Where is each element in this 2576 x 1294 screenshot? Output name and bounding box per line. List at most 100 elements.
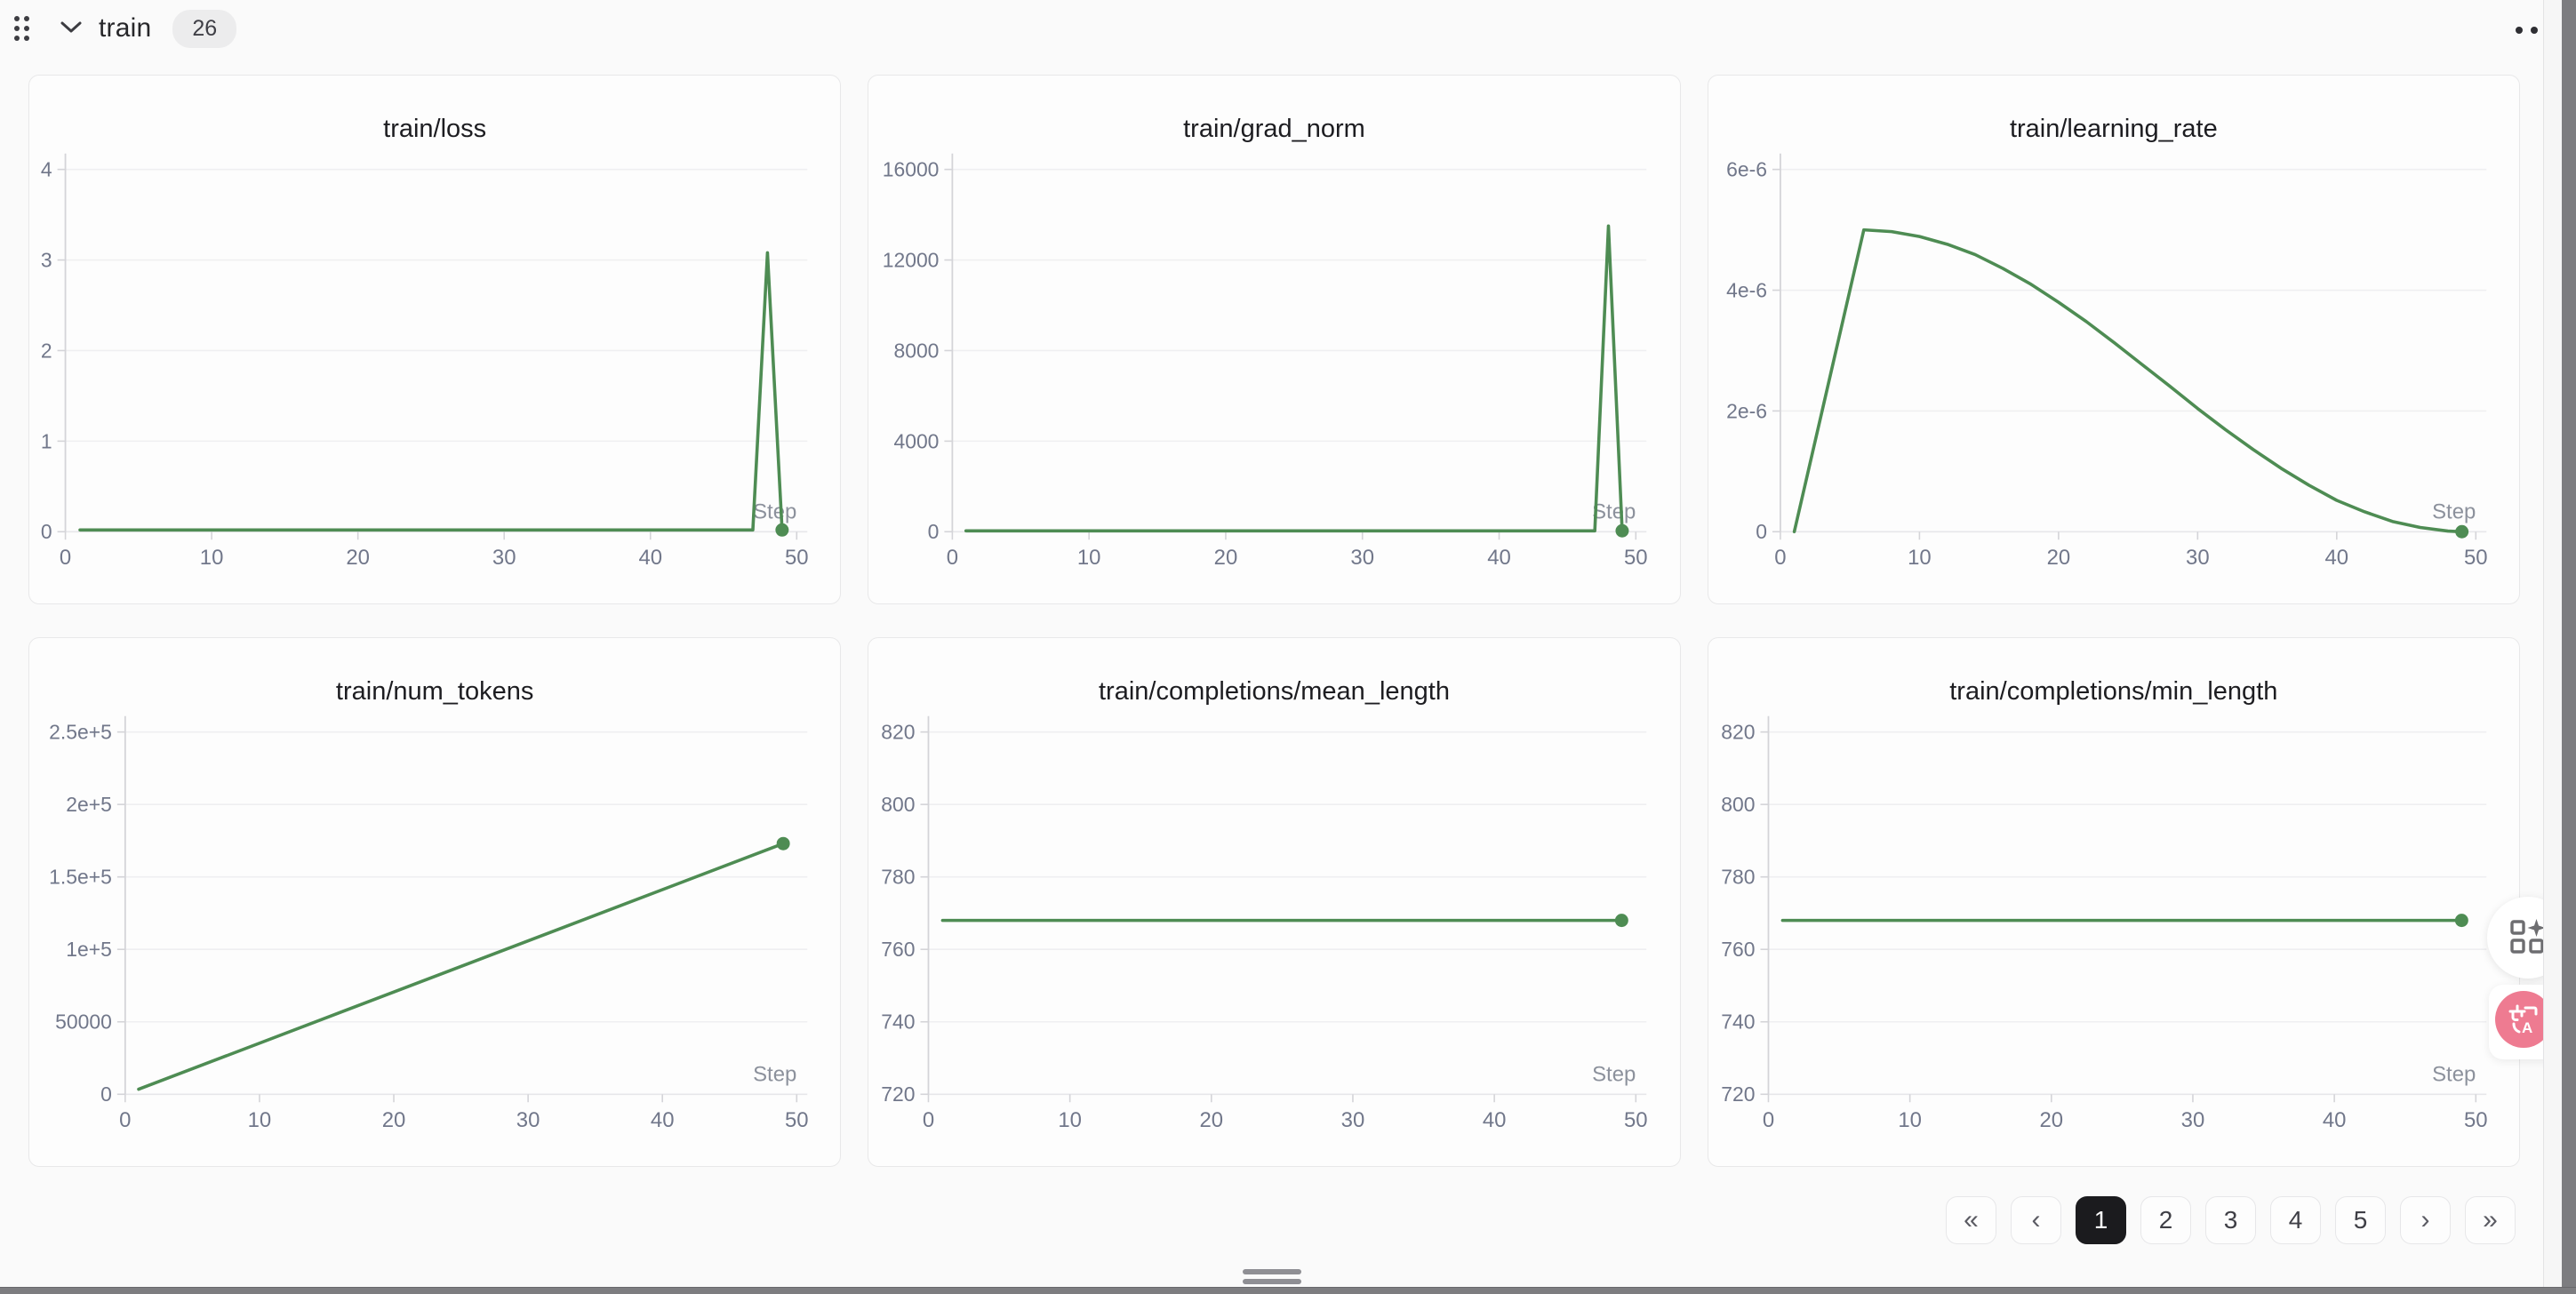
svg-text:6e-6: 6e-6 bbox=[1726, 158, 1767, 181]
svg-text:16000: 16000 bbox=[883, 158, 940, 181]
collapse-section-button[interactable] bbox=[56, 13, 86, 44]
widgets-sparkle-icon bbox=[2508, 917, 2548, 959]
svg-text:0: 0 bbox=[60, 546, 71, 570]
svg-text:740: 740 bbox=[882, 1010, 916, 1034]
chart-plot[interactable]: 720 740 760 780 800 820 0 10 20 30 40 50 Step bbox=[868, 638, 1679, 1166]
svg-text:40: 40 bbox=[651, 1108, 675, 1132]
charts-grid: train/loss 0 1 2 3 4 0 10 20 30 40 50 Step train/grad… bbox=[28, 75, 2520, 1167]
svg-text:0: 0 bbox=[1774, 546, 1786, 570]
panel-count-badge: 26 bbox=[172, 9, 237, 48]
svg-text:0: 0 bbox=[41, 520, 52, 543]
chart-card: train/learning_rate 0 2e-6 4e-6 6e-6 0 10 20 30 4… bbox=[1707, 75, 2520, 604]
svg-text:30: 30 bbox=[2186, 546, 2210, 570]
svg-text:40: 40 bbox=[2324, 546, 2348, 570]
svg-text:800: 800 bbox=[1721, 793, 1755, 816]
series-line bbox=[964, 224, 1625, 533]
svg-text:30: 30 bbox=[492, 546, 516, 570]
svg-text:800: 800 bbox=[882, 793, 916, 816]
page-5-button[interactable]: 5 bbox=[2335, 1196, 2386, 1244]
svg-text:740: 740 bbox=[1721, 1010, 1755, 1034]
svg-text:20: 20 bbox=[1200, 1108, 1224, 1132]
svg-text:20: 20 bbox=[2039, 1108, 2063, 1132]
last-point-marker bbox=[2454, 524, 2468, 539]
vertical-scrollbar-thumb[interactable] bbox=[2562, 0, 2576, 1287]
svg-text:4: 4 bbox=[41, 158, 52, 181]
svg-text:10: 10 bbox=[1059, 1108, 1083, 1132]
chart-title: train/completions/mean_length bbox=[1099, 677, 1450, 706]
svg-text:10: 10 bbox=[1898, 1108, 1922, 1132]
svg-text:50: 50 bbox=[2464, 1108, 2488, 1132]
translate-icon: A bbox=[2506, 1001, 2541, 1039]
x-axis-label: Step bbox=[753, 1062, 796, 1086]
x-axis-label: Step bbox=[2432, 499, 2476, 523]
next-page-button[interactable]: › bbox=[2400, 1196, 2451, 1244]
series-line bbox=[78, 251, 784, 532]
svg-text:50: 50 bbox=[785, 1108, 809, 1132]
pagination: « ‹ 1 2 3 4 5 › » bbox=[1946, 1196, 2516, 1244]
svg-text:12000: 12000 bbox=[883, 249, 940, 272]
chart-plot[interactable]: 0 2e-6 4e-6 6e-6 0 10 20 30 40 50 Step bbox=[1708, 76, 2519, 603]
chart-card: train/num_tokens 0 50000 1e+5 1.5e+5 2e+5 2.5e… bbox=[28, 637, 842, 1167]
svg-text:2.5e+5: 2.5e+5 bbox=[49, 721, 112, 744]
svg-text:40: 40 bbox=[638, 546, 662, 570]
svg-text:10: 10 bbox=[248, 1108, 272, 1132]
svg-text:50: 50 bbox=[785, 546, 809, 570]
last-point-marker bbox=[2454, 914, 2468, 928]
svg-text:50: 50 bbox=[1624, 1108, 1648, 1132]
last-point-marker bbox=[775, 523, 789, 537]
x-axis-label: Step bbox=[1592, 499, 1636, 523]
svg-text:0: 0 bbox=[947, 546, 958, 570]
last-point-marker bbox=[776, 836, 790, 851]
chart-title: train/loss bbox=[383, 115, 487, 143]
page-1-button[interactable]: 1 bbox=[2076, 1196, 2126, 1244]
svg-text:20: 20 bbox=[382, 1108, 406, 1132]
section-title: train bbox=[99, 13, 152, 43]
chart-title: train/learning_rate bbox=[2009, 115, 2218, 143]
svg-text:30: 30 bbox=[516, 1108, 540, 1132]
page-2-button[interactable]: 2 bbox=[2140, 1196, 2191, 1244]
svg-text:10: 10 bbox=[1077, 546, 1101, 570]
svg-text:0: 0 bbox=[1756, 520, 1767, 543]
panel-resize-handle[interactable] bbox=[1243, 1269, 1301, 1285]
chart-plot[interactable]: 0 4000 8000 12000 16000 0 10 20 30 40 50 Step bbox=[868, 76, 1679, 603]
last-page-button[interactable]: » bbox=[2465, 1196, 2516, 1244]
last-point-marker bbox=[1615, 914, 1629, 928]
svg-text:30: 30 bbox=[2180, 1108, 2204, 1132]
svg-text:40: 40 bbox=[1488, 546, 1512, 570]
series-line bbox=[137, 842, 785, 1091]
svg-text:4e-6: 4e-6 bbox=[1726, 278, 1767, 301]
prev-page-button[interactable]: ‹ bbox=[2011, 1196, 2061, 1244]
svg-text:0: 0 bbox=[119, 1108, 131, 1132]
translate-button[interactable]: A bbox=[2495, 991, 2552, 1048]
svg-text:2: 2 bbox=[41, 339, 52, 362]
svg-text:30: 30 bbox=[1341, 1108, 1365, 1132]
drag-handle-icon[interactable] bbox=[14, 16, 29, 41]
chart-card: train/grad_norm 0 4000 8000 12000 16000 0 10 20 3… bbox=[868, 75, 1681, 604]
svg-text:1e+5: 1e+5 bbox=[66, 938, 112, 961]
svg-text:50: 50 bbox=[1624, 546, 1648, 570]
page-4-button[interactable]: 4 bbox=[2270, 1196, 2321, 1244]
chart-card: train/completions/mean_length 720 740 760 78… bbox=[868, 637, 1681, 1167]
chart-plot[interactable]: 0 50000 1e+5 1.5e+5 2e+5 2.5e+5 0 10 20 30 40 50 Ste… bbox=[29, 638, 840, 1166]
svg-text:8000: 8000 bbox=[894, 339, 940, 362]
last-point-marker bbox=[1615, 523, 1629, 538]
chart-plot[interactable]: 720 740 760 780 800 820 0 10 20 30 40 50 Step bbox=[1708, 638, 2519, 1166]
svg-text:50000: 50000 bbox=[55, 1010, 112, 1034]
chart-card: train/loss 0 1 2 3 4 0 10 20 30 40 50 Step bbox=[28, 75, 842, 604]
svg-text:30: 30 bbox=[1351, 546, 1375, 570]
page-3-button[interactable]: 3 bbox=[2205, 1196, 2256, 1244]
series-line bbox=[1792, 228, 2464, 534]
chevron-down-icon bbox=[60, 20, 83, 37]
svg-text:720: 720 bbox=[882, 1082, 916, 1106]
first-page-button[interactable]: « bbox=[1946, 1196, 1996, 1244]
svg-text:0: 0 bbox=[1762, 1108, 1773, 1132]
svg-text:0: 0 bbox=[923, 1108, 934, 1132]
svg-text:10: 10 bbox=[200, 546, 224, 570]
svg-text:10: 10 bbox=[1908, 546, 1932, 570]
svg-text:2e+5: 2e+5 bbox=[66, 793, 112, 816]
svg-text:780: 780 bbox=[882, 866, 916, 889]
svg-text:720: 720 bbox=[1721, 1082, 1755, 1106]
horizontal-scrollbar-thumb[interactable] bbox=[0, 1287, 2576, 1294]
svg-text:3: 3 bbox=[41, 249, 52, 272]
